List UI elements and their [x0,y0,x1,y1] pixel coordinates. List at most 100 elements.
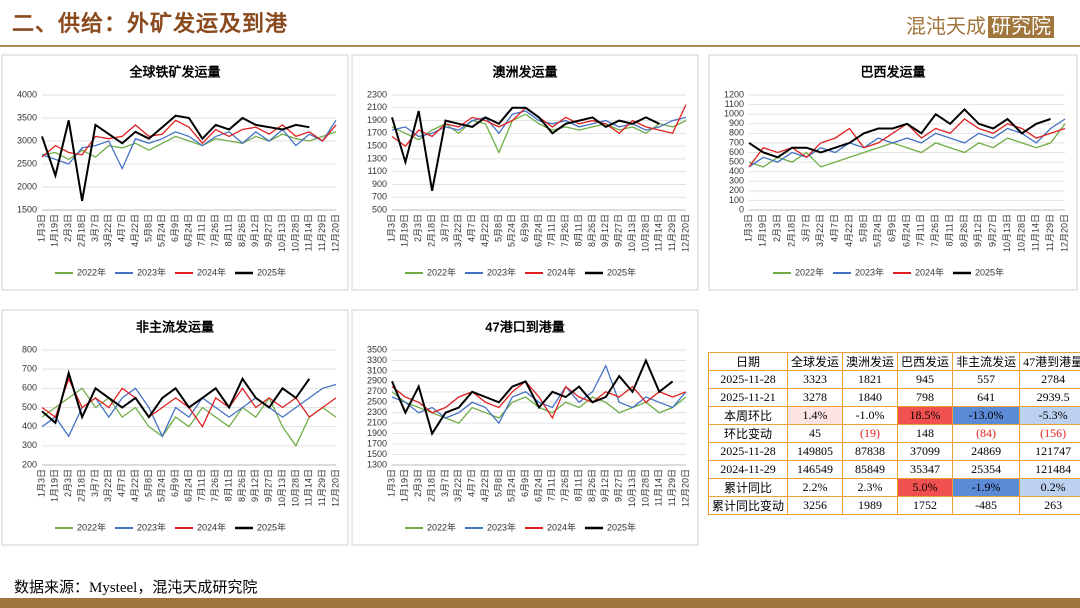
y-tick-label: 1300 [367,459,387,469]
x-tick-label: 2月18日 [76,469,86,502]
x-tick-label: 12月20日 [330,214,340,252]
chart-title: 非主流发运量 [136,319,214,334]
x-tick-label: 10月28日 [290,214,300,252]
table-cell: 5.0% [897,478,954,497]
x-tick-label: 10月28日 [290,469,300,507]
x-tick-label: 7月26日 [210,214,220,247]
y-tick-label: 3300 [367,355,387,365]
y-tick-label: 1500 [367,449,387,459]
table-cell: 3278 [787,388,844,407]
footer-bar [0,598,1080,608]
x-tick-label: 5月8日 [858,214,868,242]
x-tick-label: 8月11日 [944,214,954,246]
y-tick-label: 2000 [17,181,37,191]
y-tick-label: 500 [729,156,744,166]
x-tick-label: 7月11日 [916,214,926,246]
x-tick-label: 4月22日 [480,469,490,502]
x-tick-label: 11月29日 [317,214,327,251]
x-tick-label: 12月20日 [1059,214,1069,252]
table-cell: 3323 [787,370,844,389]
y-tick-label: 3500 [367,344,387,354]
table-cell: (19) [842,424,899,443]
table-cell: 2024-11-29 [707,460,789,479]
y-tick-label: 1100 [368,166,387,176]
chart-panel [351,54,699,291]
series-line [391,106,660,191]
table-cell: 149805 [787,442,844,461]
x-tick-label: 9月12日 [250,469,260,502]
table-cell: 2784 [1019,370,1080,389]
table-cell: 2939.5 [1019,388,1080,407]
x-tick-label: 6月9日 [170,469,180,497]
table-row: 累计同比变动 3256 1989 1752 -485 263 [707,496,1080,515]
x-tick-label: 5月8日 [143,214,153,242]
table-row: 本周环比 1.4% -1.0% 18.5% -13.0% -5.3% [707,406,1080,425]
x-tick-label: 5月8日 [143,469,153,497]
legend-label: 2023年 [487,521,516,532]
x-tick-label: 3月22日 [815,214,825,247]
x-tick-label: 1月3日 [36,214,46,242]
legend-label: 2025年 [607,266,636,277]
table-cell: 累计同比 [707,478,789,497]
x-tick-label: 4月7日 [830,214,840,242]
y-tick-label: 1700 [367,438,387,448]
y-tick-label: 900 [729,118,744,128]
x-tick-label: 11月14日 [654,214,664,251]
y-tick-label: 300 [729,176,744,186]
y-tick-label: 1200 [724,89,744,99]
x-tick-label: 7月26日 [210,469,220,502]
y-tick-label: 3000 [17,135,37,145]
y-tick-label: 1500 [367,140,387,150]
y-tick-label: 1700 [367,128,387,138]
y-tick-label: 600 [729,147,744,157]
y-tick-label: 400 [729,166,744,176]
table-cell: 1989 [842,496,899,515]
table-cell: 累计同比变动 [707,496,789,515]
y-tick-label: 3500 [17,112,37,122]
x-tick-label: 11月14日 [304,469,314,506]
x-tick-label: 6月24日 [533,214,543,247]
x-tick-label: 10月28日 [640,469,650,507]
x-tick-label: 1月3日 [386,214,396,242]
legend-label: 2022年 [427,266,456,277]
table-cell: 557 [952,370,1021,389]
x-tick-label: 5月24日 [873,214,883,247]
x-tick-label: 5月24日 [507,469,517,502]
table-row: 环比变动 45 (19) 148 (84) (156) [707,424,1080,443]
y-tick-label: 2300 [367,89,387,99]
y-tick-label: 3100 [367,365,387,375]
x-tick-label: 7月26日 [930,214,940,247]
x-tick-label: 2月3日 [413,214,423,242]
table-cell: 263 [1019,496,1080,515]
table-cell: 18.5% [897,406,954,425]
x-tick-label: 8月11日 [573,469,583,501]
table: 日期 全球发运 澳洲发运 巴西发运 非主流发运 47港到港量 2025-11-28 3323 1… [707,352,1080,515]
table-cell: 148 [897,424,954,443]
summary-table: 日期 全球发运 澳洲发运 巴西发运 非主流发运 47港到港量 2025-11-28 3323 1… [707,352,1080,515]
x-tick-label: 9月12日 [600,214,610,247]
header-cell: 全球发运 [787,352,844,371]
header-cell: 日期 [707,352,789,371]
x-tick-label: 11月14日 [304,214,314,251]
table-cell: (84) [952,424,1021,443]
table-row: 2025-11-28 3323 1821 945 557 2784 [707,370,1080,389]
y-tick-label: 4000 [17,89,37,99]
table-cell: 本周环比 [707,406,789,425]
x-tick-label: 3月22日 [453,469,463,502]
table-row: 2024-11-29 146549 85849 35347 25354 121484 [707,460,1080,479]
legend-label: 2024年 [547,266,576,277]
x-tick-label: 9月12日 [600,469,610,502]
x-tick-label: 3月22日 [103,469,113,502]
chart-panel [351,309,699,546]
x-tick-label: 2月18日 [426,469,436,502]
x-tick-label: 11月14日 [1031,214,1041,251]
header-cell: 47港到港量 [1019,352,1080,371]
series-line [391,364,687,425]
table-cell: 环比变动 [707,424,789,443]
table-cell: -5.3% [1019,406,1080,425]
logo-badge: 研究院 [988,16,1054,38]
table-cell: -485 [952,496,1021,515]
table-cell: 121484 [1019,460,1080,479]
x-tick-label: 7月26日 [560,214,570,247]
